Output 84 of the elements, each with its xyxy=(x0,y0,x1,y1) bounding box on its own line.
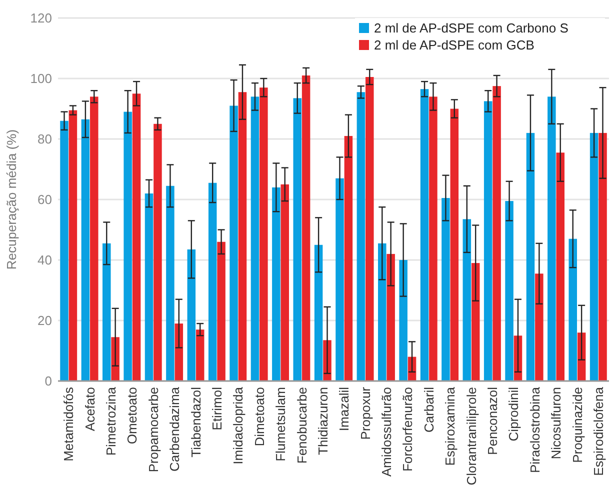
bar xyxy=(386,254,395,381)
bar xyxy=(166,186,174,381)
bar xyxy=(102,243,111,381)
bar xyxy=(68,110,78,381)
x-tick-label: Ciprodinil xyxy=(506,386,522,442)
bar xyxy=(598,132,607,381)
bar xyxy=(272,187,280,381)
bar xyxy=(217,242,226,381)
bar xyxy=(187,249,196,381)
y-tick-label: 100 xyxy=(30,71,52,86)
x-tick-label: Flumetsulam xyxy=(273,387,288,462)
x-tick-label: Propamocarbe xyxy=(146,387,161,472)
x-tick-label: Penconazol xyxy=(484,386,500,455)
bar xyxy=(366,76,374,381)
bar xyxy=(293,98,302,381)
bar xyxy=(250,96,260,381)
bar xyxy=(420,89,429,381)
bar xyxy=(505,201,514,381)
bar xyxy=(577,332,586,381)
x-tick-label: Dimetoato xyxy=(252,387,267,446)
y-tick-label: 40 xyxy=(38,252,52,268)
bar xyxy=(154,124,162,381)
x-tick-label: Clorantraniliprole xyxy=(464,387,479,486)
bar xyxy=(535,274,544,381)
y-tick-label: 60 xyxy=(38,192,52,208)
x-tick-label: Forclorfenurão xyxy=(400,387,416,472)
y-tick-label: 120 xyxy=(30,10,52,26)
bar xyxy=(344,136,353,381)
bar xyxy=(429,96,438,381)
x-tick-label: Fenobucarbe xyxy=(294,387,310,464)
bar xyxy=(90,96,98,381)
bar xyxy=(336,178,344,381)
x-tick-label: Amidossulfurão xyxy=(379,387,394,477)
bar xyxy=(356,92,366,381)
bar xyxy=(471,263,480,381)
bar xyxy=(556,152,564,381)
x-tick-label: Pimetrozina xyxy=(104,386,119,456)
bar xyxy=(230,106,238,381)
bar xyxy=(548,96,556,381)
x-tick-label: Imidacloprida xyxy=(230,386,246,464)
bar xyxy=(208,182,217,381)
bar xyxy=(378,243,386,381)
x-tick-label: Espirodiclofena xyxy=(590,386,606,476)
bar xyxy=(492,86,501,381)
x-tick-label: Acefato xyxy=(82,387,98,432)
x-tick-label: Proquinazide xyxy=(570,387,585,463)
x-tick-label: Carbendazima xyxy=(167,386,182,472)
x-tick-label: Ometoato xyxy=(124,387,140,444)
x-tick-label: Tiabendazol xyxy=(188,386,204,458)
bar xyxy=(442,198,450,381)
bar xyxy=(568,238,577,381)
bar xyxy=(526,132,535,381)
bar xyxy=(144,193,154,381)
bar xyxy=(81,119,90,381)
y-axis-title: Recuperação média (%) xyxy=(4,129,19,270)
bar xyxy=(60,120,68,381)
bar xyxy=(590,132,598,381)
x-tick-label: Etirimol xyxy=(209,386,224,430)
y-tick-label: 80 xyxy=(38,132,52,147)
x-tick-label: Nicosulfuron xyxy=(548,387,564,460)
bar xyxy=(238,92,247,381)
x-tick-label: Espiroxamina xyxy=(442,386,458,466)
x-tick-label: Carbaril xyxy=(421,386,436,433)
x-tick-label: Imazalil xyxy=(336,386,352,432)
bar xyxy=(124,112,132,381)
legend-label: 2 ml de AP-dSPE com Carbono S xyxy=(374,20,569,36)
bar xyxy=(450,108,459,381)
bar xyxy=(196,330,204,381)
bar xyxy=(399,260,408,381)
bar xyxy=(314,244,323,381)
legend-label: 2 ml de AP-dSPE com GCB xyxy=(374,38,534,53)
x-tick-label: Thidiazuron xyxy=(315,387,330,455)
x-tick-label: Propoxur xyxy=(358,386,373,440)
bar xyxy=(462,219,472,381)
bar xyxy=(132,94,141,381)
x-tick-label: Piraclostrobina xyxy=(527,386,542,473)
bar xyxy=(302,75,310,381)
y-tick-label: 0 xyxy=(44,374,52,389)
bar xyxy=(260,88,268,381)
y-tick-label: 20 xyxy=(38,313,52,328)
bar xyxy=(280,184,289,381)
bar xyxy=(174,324,184,381)
bar xyxy=(484,101,492,381)
x-tick-label: Metamidofós xyxy=(61,386,76,462)
